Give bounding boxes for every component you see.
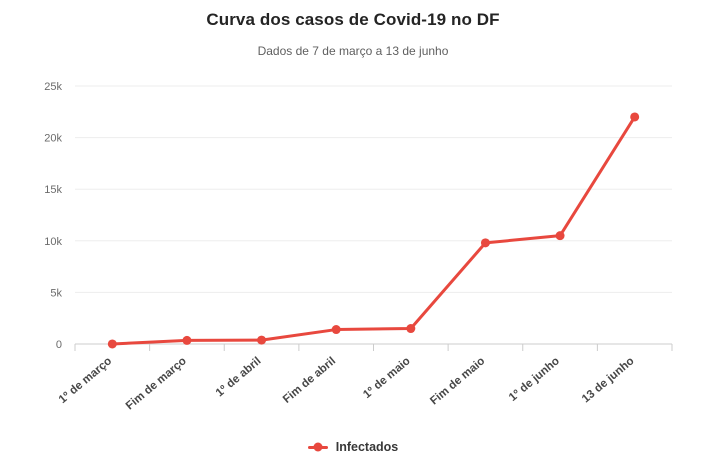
- x-tick-label: 1º de março: [57, 355, 114, 406]
- chart-legend[interactable]: Infectados: [0, 440, 706, 454]
- y-tick-label: 25k: [44, 81, 62, 93]
- legend-dot-icon: [313, 442, 323, 452]
- y-tick-label: 0: [56, 339, 62, 351]
- x-tick-label: Fim de março: [124, 355, 189, 412]
- data-point[interactable]: [182, 335, 192, 345]
- x-tick-label: 1º de abril: [214, 355, 264, 399]
- data-point[interactable]: [630, 112, 640, 122]
- y-tick-label: 10k: [44, 236, 62, 248]
- data-point[interactable]: [480, 238, 490, 248]
- x-tick-label: Fim de abril: [281, 355, 338, 406]
- data-point[interactable]: [257, 335, 267, 345]
- data-point[interactable]: [406, 324, 416, 334]
- x-tick-label: 1º de maio: [361, 355, 413, 401]
- x-tick-label: 13 de junho: [580, 355, 637, 405]
- data-point[interactable]: [555, 231, 565, 241]
- y-tick-label: 5k: [50, 287, 62, 299]
- x-tick-label: 1º de junho: [507, 355, 562, 404]
- data-point[interactable]: [107, 339, 117, 349]
- legend-line-marker-icon: [307, 442, 328, 452]
- y-tick-label: 20k: [44, 133, 62, 145]
- chart-title: Curva dos casos de Covid-19 no DF: [206, 10, 500, 29]
- x-tick-label: Fim de maio: [428, 355, 487, 407]
- legend-label: Infectados: [335, 440, 399, 454]
- data-point[interactable]: [331, 325, 341, 335]
- series-line-infectados: [110, 115, 637, 346]
- chart-subtitle: Dados de 7 de março a 13 de junho: [257, 44, 449, 58]
- y-tick-label: 15k: [44, 184, 62, 196]
